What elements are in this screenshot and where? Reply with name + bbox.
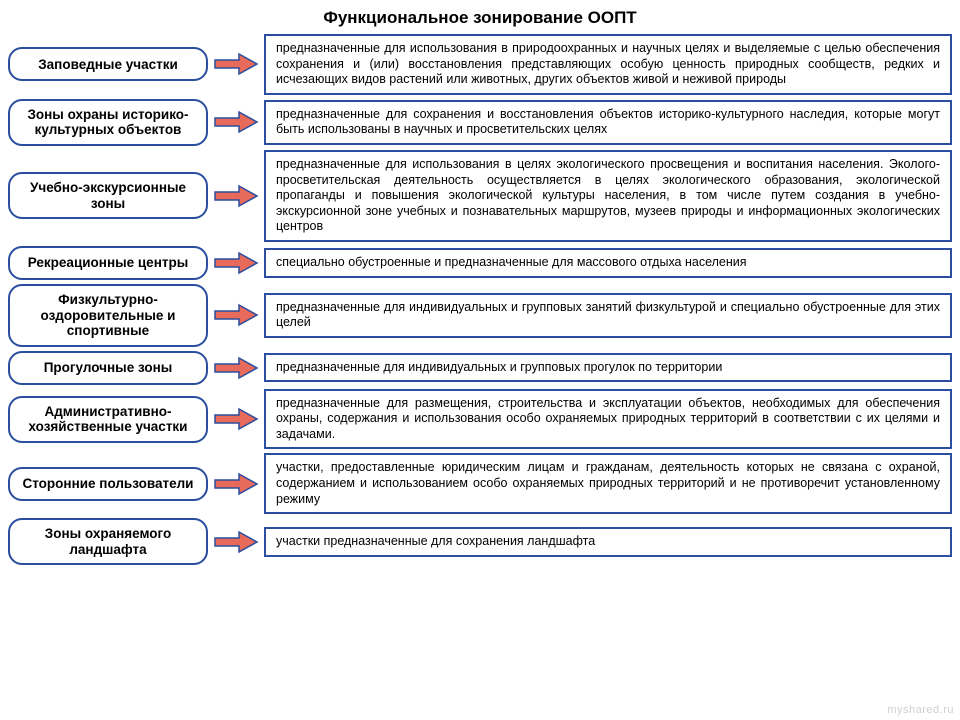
arrow-icon xyxy=(208,303,264,327)
zone-label: Зоны охраняемого ландшафта xyxy=(8,518,208,565)
zone-row: Рекреационные центры специально обустрое… xyxy=(8,246,952,280)
zone-row: Административно-хозяйственные участки пр… xyxy=(8,389,952,450)
arrow-icon xyxy=(208,110,264,134)
arrow-icon xyxy=(208,251,264,275)
arrow-icon xyxy=(208,356,264,380)
arrow-icon xyxy=(208,530,264,554)
zone-row: Прогулочные зоны предназначенные для инд… xyxy=(8,351,952,385)
zone-description: предназначенные для индивидуальных и гру… xyxy=(264,293,952,338)
zone-description: предназначенные для сохранения и восстан… xyxy=(264,100,952,145)
zone-row: Учебно-экскурсионные зоны предназначенны… xyxy=(8,150,952,242)
zone-row: Зоны охраняемого ландшафта участки предн… xyxy=(8,518,952,565)
zone-label: Рекреационные центры xyxy=(8,246,208,280)
arrow-icon xyxy=(208,407,264,431)
zone-row: Зоны охраны историко-культурных объектов… xyxy=(8,99,952,146)
zone-description: участки, предоставленные юридическим лиц… xyxy=(264,453,952,514)
arrow-icon xyxy=(208,184,264,208)
zone-row: Заповедные участки предназначенные для и… xyxy=(8,34,952,95)
zone-label: Зоны охраны историко-культурных объектов xyxy=(8,99,208,146)
zone-label: Административно-хозяйственные участки xyxy=(8,396,208,443)
zone-description: предназначенные для использования в целя… xyxy=(264,150,952,242)
zone-description: предназначенные для размещения, строител… xyxy=(264,389,952,450)
arrow-icon xyxy=(208,472,264,496)
zone-label: Заповедные участки xyxy=(8,47,208,81)
zone-label: Учебно-экскурсионные зоны xyxy=(8,172,208,219)
watermark: myshared.ru xyxy=(887,704,954,716)
zone-row: Физкультурно-оздоровительные и спортивны… xyxy=(8,284,952,347)
zone-description: участки предназначенные для сохранения л… xyxy=(264,527,952,557)
page-title: Функциональное зонирование ООПТ xyxy=(0,0,960,34)
arrow-icon xyxy=(208,52,264,76)
zone-label: Сторонние пользователи xyxy=(8,467,208,501)
rows-container: Заповедные участки предназначенные для и… xyxy=(0,34,960,565)
zone-description: специально обустроенные и предназначенны… xyxy=(264,248,952,278)
zone-label: Прогулочные зоны xyxy=(8,351,208,385)
zone-description: предназначенные для индивидуальных и гру… xyxy=(264,353,952,383)
zone-description: предназначенные для использования в прир… xyxy=(264,34,952,95)
zone-label: Физкультурно-оздоровительные и спортивны… xyxy=(8,284,208,347)
zone-row: Сторонние пользователи участки, предоста… xyxy=(8,453,952,514)
